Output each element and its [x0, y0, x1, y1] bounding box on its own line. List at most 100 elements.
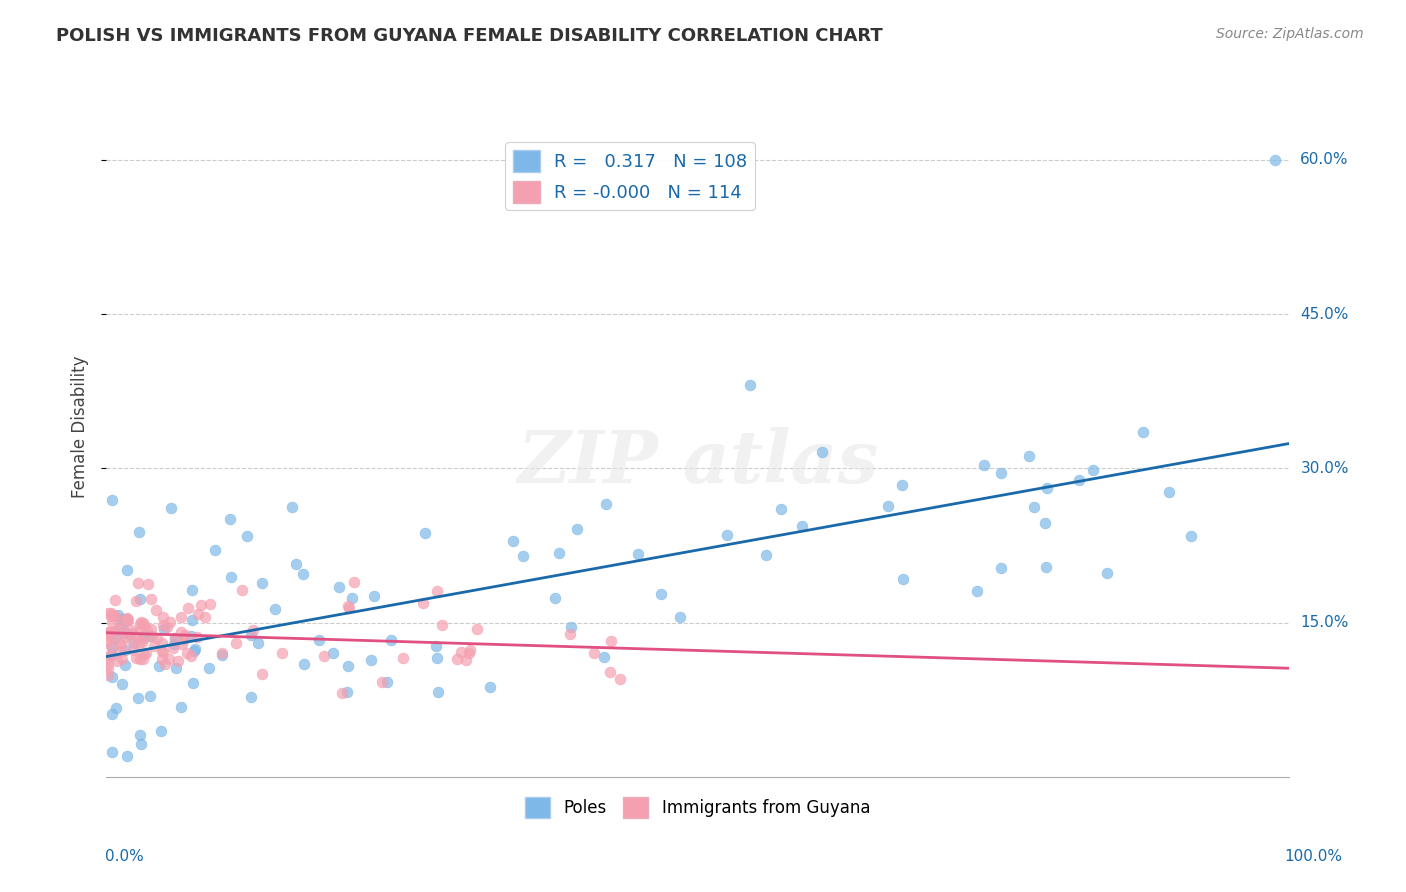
- Point: [101, 615, 124, 629]
- Point: [125, 650, 148, 665]
- Point: [170, 637, 193, 651]
- Point: [129, 623, 152, 637]
- Point: [322, 646, 344, 660]
- Point: [328, 580, 350, 594]
- Point: [478, 680, 501, 694]
- Point: [111, 612, 134, 626]
- Point: [98, 648, 121, 663]
- Point: [292, 657, 315, 672]
- Point: [97, 657, 120, 671]
- Point: [264, 601, 287, 615]
- Point: [97, 651, 120, 665]
- Point: [138, 629, 160, 643]
- Point: [246, 636, 269, 650]
- Point: [891, 478, 914, 492]
- Point: [560, 627, 582, 641]
- Point: [150, 643, 173, 657]
- Point: [582, 647, 605, 661]
- Point: [101, 745, 124, 759]
- Point: [240, 628, 263, 642]
- Point: [128, 616, 150, 631]
- Point: [100, 609, 122, 624]
- Point: [101, 648, 124, 662]
- Point: [285, 557, 308, 571]
- Point: [101, 706, 124, 721]
- Point: [129, 592, 152, 607]
- Point: [966, 583, 988, 598]
- Point: [152, 618, 174, 632]
- Point: [755, 548, 778, 562]
- Point: [125, 593, 148, 607]
- Point: [1018, 449, 1040, 463]
- Point: [165, 632, 187, 646]
- Point: [336, 659, 359, 673]
- Point: [242, 623, 264, 637]
- Point: [129, 728, 152, 742]
- Point: [769, 502, 792, 516]
- Point: [145, 603, 167, 617]
- Point: [114, 657, 136, 672]
- Point: [129, 737, 152, 751]
- Point: [197, 661, 219, 675]
- Point: [180, 649, 202, 664]
- Point: [1035, 481, 1057, 495]
- Point: [124, 628, 146, 642]
- Point: [170, 610, 193, 624]
- Point: [1095, 566, 1118, 581]
- Point: [134, 617, 156, 632]
- Point: [112, 625, 135, 640]
- Point: [136, 577, 159, 591]
- Point: [101, 670, 124, 684]
- Point: [104, 631, 127, 645]
- Point: [114, 643, 136, 657]
- Point: [127, 575, 149, 590]
- Point: [146, 632, 169, 646]
- Point: [111, 676, 134, 690]
- Point: [792, 519, 814, 533]
- Point: [458, 643, 481, 657]
- Point: [152, 622, 174, 636]
- Point: [548, 546, 571, 560]
- Point: [114, 631, 136, 645]
- Point: [1024, 500, 1046, 515]
- Point: [716, 528, 738, 542]
- Point: [173, 632, 195, 646]
- Point: [152, 609, 174, 624]
- Point: [104, 701, 127, 715]
- Text: 15.0%: 15.0%: [1301, 615, 1348, 630]
- Point: [1159, 484, 1181, 499]
- Point: [377, 674, 399, 689]
- Point: [337, 600, 360, 615]
- Text: 100.0%: 100.0%: [1285, 849, 1343, 863]
- Point: [162, 641, 184, 656]
- Point: [117, 614, 139, 628]
- Point: [114, 614, 136, 628]
- Point: [225, 636, 247, 650]
- Point: [97, 628, 120, 642]
- Point: [183, 644, 205, 658]
- Point: [332, 685, 354, 699]
- Point: [200, 598, 222, 612]
- Point: [115, 612, 138, 626]
- Point: [1067, 473, 1090, 487]
- Point: [148, 659, 170, 673]
- Point: [131, 634, 153, 648]
- Point: [100, 639, 122, 653]
- Point: [163, 637, 186, 651]
- Point: [170, 624, 193, 639]
- Point: [112, 624, 135, 639]
- Point: [110, 644, 132, 658]
- Point: [425, 639, 447, 653]
- Point: [236, 529, 259, 543]
- Point: [132, 652, 155, 666]
- Point: [593, 650, 616, 665]
- Point: [97, 606, 120, 620]
- Point: [336, 599, 359, 614]
- Point: [426, 685, 449, 699]
- Point: [152, 652, 174, 666]
- Point: [458, 646, 481, 660]
- Point: [544, 591, 567, 606]
- Point: [101, 607, 124, 622]
- Point: [101, 493, 124, 508]
- Point: [450, 644, 472, 658]
